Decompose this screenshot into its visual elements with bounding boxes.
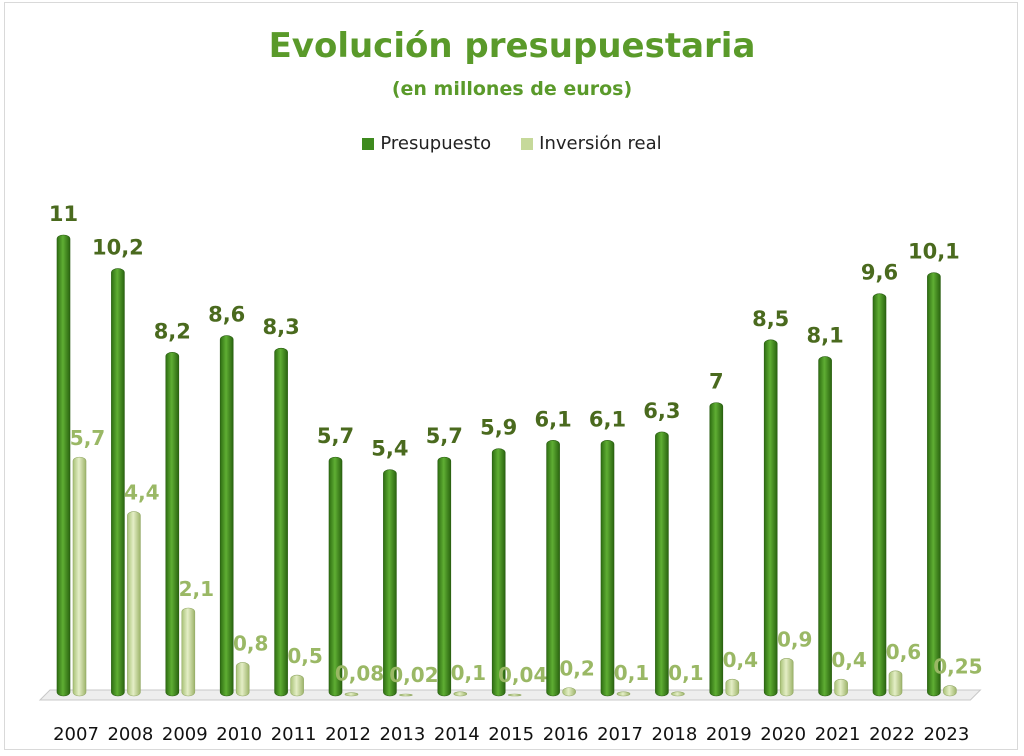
bar-inversion-real	[671, 691, 685, 697]
data-label-inversion-real: 5,7	[70, 426, 105, 450]
bar-inversion-real	[507, 693, 522, 697]
data-label-presupuesto: 8,2	[154, 319, 191, 343]
x-tick-label: 2013	[379, 724, 425, 745]
x-tick-label: 2023	[923, 724, 969, 745]
x-tick-label: 2009	[162, 724, 208, 745]
data-label-inversion-real: 0,8	[233, 631, 268, 655]
bar-inversion-real	[834, 678, 848, 697]
x-tick-label: 2020	[760, 724, 806, 745]
bar-presupuesto	[437, 456, 452, 697]
bar-presupuesto	[818, 356, 832, 697]
data-label-presupuesto: 10,2	[92, 236, 144, 260]
bar-inversion-real	[779, 657, 794, 697]
bar-presupuesto	[546, 440, 560, 697]
bar-inversion-real	[235, 662, 250, 697]
bar-inversion-real	[181, 607, 196, 697]
data-label-presupuesto: 8,1	[806, 324, 843, 348]
bar-inversion-real	[399, 693, 413, 697]
x-tick-label: 2019	[706, 724, 752, 745]
data-label-presupuesto: 5,4	[371, 437, 408, 461]
x-tick-label: 2015	[488, 724, 534, 745]
bar-inversion-real	[127, 511, 141, 697]
bar-inversion-real	[888, 670, 903, 697]
bar-presupuesto	[655, 431, 669, 697]
x-tick-label: 2017	[597, 724, 643, 745]
x-tick-label: 2012	[325, 724, 371, 745]
data-label-inversion-real: 0,08	[335, 662, 384, 686]
legend-item-presupuesto: Presupuesto	[362, 133, 491, 154]
bar-presupuesto	[872, 293, 887, 697]
data-label-presupuesto: 6,1	[589, 407, 626, 431]
bar-presupuesto	[165, 352, 180, 697]
data-label-presupuesto: 5,7	[426, 424, 463, 448]
data-label-presupuesto: 6,3	[643, 399, 680, 423]
data-label-inversion-real: 0,02	[389, 663, 438, 687]
bar-inversion-real	[72, 456, 87, 697]
x-tick-label: 2011	[271, 724, 317, 745]
data-label-presupuesto: 8,6	[208, 303, 245, 327]
data-label-presupuesto: 8,5	[752, 307, 789, 331]
data-label-presupuesto: 9,6	[861, 261, 898, 285]
data-label-inversion-real: 0,5	[287, 644, 322, 668]
data-label-inversion-real: 0,4	[831, 648, 866, 672]
x-tick-label: 2008	[107, 724, 153, 745]
bar-presupuesto	[600, 440, 615, 697]
bar-inversion-real	[725, 678, 740, 697]
bar-inversion-real	[290, 674, 304, 697]
legend-swatch-presupuesto	[362, 137, 375, 150]
bar-inversion-real	[943, 685, 957, 697]
data-label-inversion-real: 0,9	[777, 627, 812, 651]
bar-presupuesto	[763, 339, 778, 697]
data-label-inversion-real: 0,1	[451, 661, 486, 685]
data-label-inversion-real: 0,25	[933, 655, 982, 679]
data-label-inversion-real: 4,4	[124, 481, 159, 505]
bar-presupuesto	[219, 335, 234, 697]
chart-subtitle: (en millones de euros)	[391, 78, 633, 100]
data-label-presupuesto: 10,1	[908, 240, 960, 264]
data-label-presupuesto: 6,1	[534, 407, 571, 431]
x-tick-label: 2018	[651, 724, 697, 745]
bar-presupuesto	[111, 268, 125, 697]
data-label-inversion-real: 0,04	[498, 663, 547, 687]
bar-presupuesto	[56, 234, 71, 697]
legend-label-inversion-real: Inversión real	[539, 133, 662, 154]
data-label-inversion-real: 0,1	[668, 661, 703, 685]
legend-item-inversion-real: Inversión real	[521, 133, 662, 154]
bar-presupuesto	[328, 456, 343, 697]
bar-inversion-real	[562, 687, 576, 697]
data-label-inversion-real: 0,4	[723, 648, 758, 672]
data-label-inversion-real: 2,1	[179, 577, 214, 601]
x-tick-label: 2014	[434, 724, 480, 745]
bar-presupuesto	[274, 347, 288, 697]
x-tick-label: 2010	[216, 724, 262, 745]
chart-title: Evolución presupuestaria	[268, 26, 756, 66]
data-label-presupuesto: 11	[49, 202, 78, 226]
legend-swatch-inversion-real	[521, 137, 534, 150]
x-tick-label: 2007	[53, 724, 99, 745]
x-tick-label: 2022	[869, 724, 915, 745]
x-tick-label: 2016	[543, 724, 589, 745]
chart-legend: Presupuesto Inversión real	[0, 133, 1024, 154]
bar-presupuesto	[927, 272, 941, 697]
data-label-presupuesto: 5,7	[317, 424, 354, 448]
bar-presupuesto	[383, 469, 397, 697]
x-tick-label: 2021	[815, 724, 861, 745]
legend-label-presupuesto: Presupuesto	[380, 133, 492, 154]
data-label-presupuesto: 8,3	[262, 315, 299, 339]
bar-inversion-real	[453, 691, 468, 697]
bar-inversion-real	[616, 691, 631, 697]
bar-presupuesto	[491, 448, 506, 697]
data-label-inversion-real: 0,2	[559, 657, 594, 681]
data-label-presupuesto: 7	[709, 370, 724, 394]
data-label-presupuesto: 5,9	[480, 416, 517, 440]
bar-inversion-real	[344, 692, 359, 697]
data-label-inversion-real: 0,6	[886, 640, 921, 664]
bar-presupuesto	[709, 402, 724, 697]
data-label-inversion-real: 0,1	[614, 661, 649, 685]
